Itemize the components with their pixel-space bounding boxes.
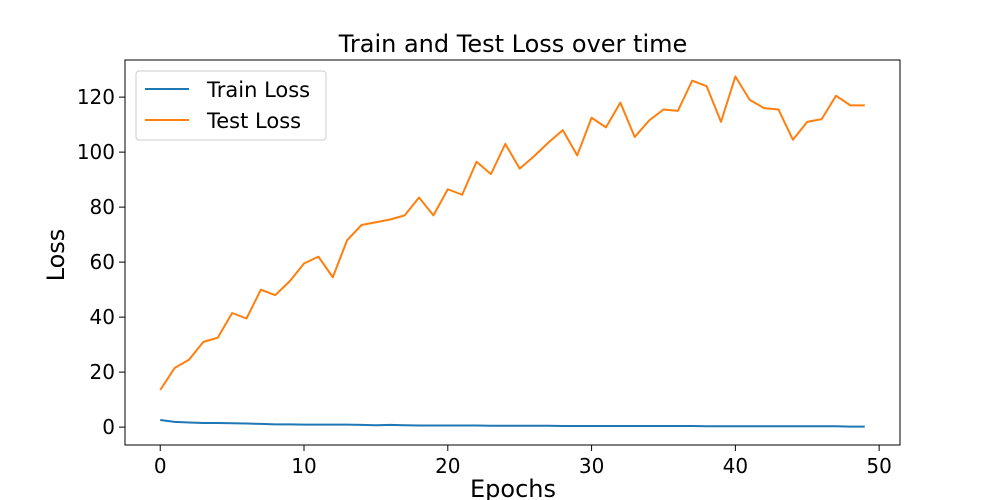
axes: 0 10 20 30 40 50 0 20 40 60 80 100 120 bbox=[77, 59, 901, 478]
legend-label-train-loss: Train Loss bbox=[206, 78, 310, 102]
y-tick-label: 60 bbox=[90, 250, 115, 274]
x-tick-label: 0 bbox=[154, 454, 167, 478]
x-tick-label: 50 bbox=[866, 454, 891, 478]
x-tick-label: 20 bbox=[435, 454, 460, 478]
y-tick-label: 120 bbox=[77, 85, 115, 109]
plot-area bbox=[159, 75, 865, 428]
series-line-test-loss bbox=[159, 75, 865, 391]
y-tick-label: 20 bbox=[90, 360, 115, 384]
legend: Train Loss Test Loss bbox=[135, 70, 327, 141]
series-line-train-loss bbox=[160, 418, 865, 428]
y-tick-label: 100 bbox=[77, 140, 115, 164]
x-tick-label: 40 bbox=[723, 454, 748, 478]
x-tick-label: 10 bbox=[291, 454, 316, 478]
x-tick-label: 30 bbox=[579, 454, 604, 478]
y-tick-label: 40 bbox=[90, 305, 115, 329]
y-tick-label: 0 bbox=[102, 415, 115, 439]
y-tick-label: 80 bbox=[90, 195, 115, 219]
chart-title: Train and Test Loss over time bbox=[338, 30, 688, 58]
legend-label-test-loss: Test Loss bbox=[206, 109, 301, 133]
x-axis-label: Epochs bbox=[470, 475, 556, 500]
y-axis-label: Loss bbox=[42, 229, 70, 282]
plot-frame bbox=[124, 59, 901, 446]
